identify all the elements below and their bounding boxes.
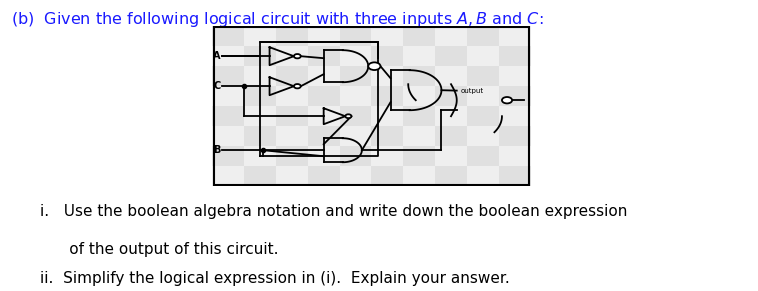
Text: A: A (213, 51, 221, 61)
Bar (435, 26, 467, 46)
Bar (244, 26, 276, 46)
Bar (499, 106, 531, 126)
Bar (244, 146, 276, 166)
Circle shape (294, 54, 301, 58)
Bar (403, 126, 435, 146)
Circle shape (368, 62, 381, 70)
Text: (b)  Given the following logical circuit with three inputs $A, B$ and $C$:: (b) Given the following logical circuit … (11, 10, 543, 29)
Bar (435, 106, 467, 126)
Bar (467, 86, 499, 106)
Bar (276, 166, 308, 186)
Text: of the output of this circuit.: of the output of this circuit. (40, 242, 278, 257)
Bar (403, 86, 435, 106)
Bar (340, 86, 371, 106)
Bar (403, 166, 435, 186)
Text: i.   Use the boolean algebra notation and write down the boolean expression: i. Use the boolean algebra notation and … (40, 204, 628, 219)
Bar (435, 146, 467, 166)
Bar (371, 106, 403, 126)
Bar (212, 166, 244, 186)
Bar (308, 26, 340, 46)
Bar (403, 46, 435, 66)
Bar (308, 66, 340, 86)
Bar (435, 66, 467, 86)
Bar (371, 146, 403, 166)
Circle shape (502, 97, 512, 103)
Text: output: output (461, 88, 484, 94)
Bar (340, 126, 371, 146)
Bar (308, 106, 340, 126)
Bar (467, 46, 499, 66)
Bar (212, 86, 244, 106)
Text: C: C (214, 81, 221, 91)
Text: B: B (213, 145, 221, 155)
Bar (499, 146, 531, 166)
Bar (499, 26, 531, 46)
Bar (499, 66, 531, 86)
Bar (212, 126, 244, 146)
Bar (340, 166, 371, 186)
Bar (244, 66, 276, 86)
Bar (371, 66, 403, 86)
Bar (212, 46, 244, 66)
Bar (308, 146, 340, 166)
Bar (276, 126, 308, 146)
Bar (340, 46, 371, 66)
Bar (244, 106, 276, 126)
Bar (467, 126, 499, 146)
Circle shape (294, 84, 301, 88)
Bar (467, 166, 499, 186)
Bar (371, 26, 403, 46)
Circle shape (346, 114, 352, 118)
Text: ii.  Simplify the logical expression in (i).  Explain your answer.: ii. Simplify the logical expression in (… (40, 271, 509, 286)
Bar (276, 46, 308, 66)
Bar (276, 86, 308, 106)
